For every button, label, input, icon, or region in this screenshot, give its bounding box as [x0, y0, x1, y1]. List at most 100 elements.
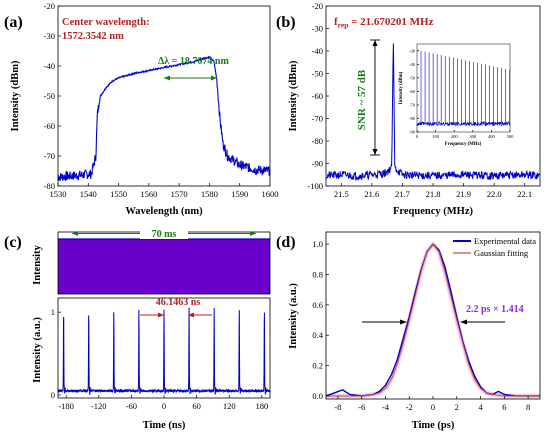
- panel-d-ytick-label-3: 0.6: [312, 300, 323, 310]
- panel-c-top-pulse-train: 70 ms Intensity: [32, 227, 271, 295]
- panel-b-snr-label: SNR ~ 57 dB: [356, 69, 368, 130]
- panel-a-xtick-label-2: 1550: [110, 189, 127, 199]
- panel-a-xtick-label-7: 1600: [262, 189, 279, 199]
- panel-b-snr-arrow: [370, 39, 380, 156]
- panel-d-xlabel: Time (ps): [412, 420, 455, 431]
- panel-b-inset-xtick-label-3: 300: [469, 134, 477, 139]
- panel-d-ytick-label-1: 0.2: [312, 361, 323, 371]
- panel-d-legend: Experimental data Gaussian fitting: [453, 236, 536, 258]
- panel-a-center-wavelength-value: 1572.3542 nm: [62, 31, 124, 42]
- panel-a-ytick-label-5: -30: [44, 31, 55, 41]
- panel-b-ytick-label-6: -40: [312, 46, 323, 56]
- panel-d-xtick-label-4: 0: [431, 402, 435, 412]
- panel-b-ytick-label-0: -100: [307, 181, 323, 191]
- panel-label-d: (d): [276, 234, 296, 251]
- panel-a-bandwidth-arrow: [164, 75, 217, 81]
- panel-b-inset-ytick-label-3: -60: [409, 89, 416, 94]
- panel-d-experimental-line: [325, 243, 540, 397]
- panel-c-bottom-xtick-label-1: -120: [91, 401, 107, 411]
- panel-c-bottom-pulses: -180 -120 -60 0 60 120 180 0 1 Time (ns) Intensi…: [32, 297, 271, 431]
- panel-a-ylabel: Intensity (dBm): [10, 60, 21, 131]
- panel-b-inset-xtick-label-0: 0: [416, 134, 419, 139]
- panel-b-xtick-label-4: 21.9: [456, 189, 471, 199]
- panel-a-ytick-label-4: -40: [44, 61, 55, 71]
- panel-a-ytick-label-1: -70: [44, 151, 55, 161]
- panel-a-spectrum-line: [57, 55, 271, 181]
- panel-c-bottom-xlabel: Time (ns): [143, 420, 186, 431]
- panel-d-xtick-label-1: -6: [358, 402, 365, 412]
- panel-b-inset-ytick-label-4: -50: [409, 75, 416, 80]
- panel-c-bottom-xtick-label-4: 60: [192, 401, 201, 411]
- panel-label-c: (c): [4, 234, 22, 251]
- panel-c-bottom-period-arrows: [140, 312, 212, 318]
- panel-b-frep-label: frep = 21.670201 MHz: [334, 16, 434, 30]
- panel-b-ytick-label-5: -50: [312, 69, 323, 79]
- panel-b-ytick-label-1: -90: [312, 159, 323, 169]
- panel-b-inset-ytick-label-6: -30: [409, 48, 416, 53]
- panel-d-autocorrelation: -8 -6 -4 -2 0 2 4 6 8 0.0 0.2 0.4 0.6 0.8 1.0 Time (ps…: [288, 231, 541, 431]
- panel-a-xtick-label-6: 1590: [231, 189, 248, 199]
- legend-label-gaussian: Gaussian fitting: [474, 248, 529, 258]
- panel-d-xtick-label-7: 6: [502, 402, 506, 412]
- panel-b-inset-xtick-label-4: 400: [488, 134, 496, 139]
- panel-b-inset-ytick-label-5: -40: [409, 62, 416, 67]
- panel-b-inset-xlabel: Frequency (MHz): [445, 142, 482, 147]
- panel-b-xtick-label-1: 21.6: [364, 189, 379, 199]
- panel-b-inset-xtick-label-5: 500: [507, 134, 515, 139]
- panel-b-inset-ytick-label-0: -90: [409, 130, 416, 135]
- panel-c-top-ylabel: Intensity: [32, 244, 43, 284]
- panel-c-top-span-label: 70 ms: [152, 229, 177, 240]
- panel-c-top-span-arrow: [72, 227, 256, 239]
- panel-d-ylabel: Intensity (a.u.): [288, 283, 299, 349]
- panel-c-top-filled-trace: [58, 239, 270, 294]
- panel-b-ytick-label-2: -80: [312, 136, 323, 146]
- panel-b-xtick-label-6: 22.1: [517, 189, 532, 199]
- panel-b-inset: 0 100 200 300 400 500 -90 -80 -70 -60 -50 -40 -30 Fr…: [399, 43, 515, 147]
- panel-b-ytick-label-4: -60: [312, 91, 323, 101]
- panel-a-spectrum: 1530 1540 1550 1560 1570 1580 1590 1600 -80 -70 -6…: [10, 1, 279, 217]
- panel-c-bottom-ytick-label-0: 0: [51, 390, 55, 400]
- panel-d-fwhm-arrows: [362, 319, 505, 325]
- legend-label-experimental: Experimental data: [474, 236, 536, 246]
- panel-a-xtick-label-3: 1560: [140, 189, 157, 199]
- panel-d-fit-glow: [326, 241, 540, 399]
- panel-d-fit-line: [326, 243, 540, 397]
- panel-d-xtick-label-5: 2: [455, 402, 459, 412]
- panel-b-ytick-label-7: -30: [312, 24, 323, 34]
- panel-b-inset-ytick-label-2: -70: [409, 103, 416, 108]
- panel-b-rf-spectrum: 21.5 21.6 21.7 21.8 21.9 22.0 22.1 -100 -90 -80 -7…: [288, 1, 541, 217]
- panel-b-inset-harmonics: [416, 50, 511, 127]
- panel-a-center-wavelength-label: Center wavelength:: [62, 17, 150, 28]
- panel-d-ytick-label-5: 1.0: [312, 239, 323, 249]
- panel-c-bottom-ylabel: Intensity (a.u.): [32, 317, 43, 383]
- panel-a-ytick-label-2: -60: [44, 121, 55, 131]
- panel-b-inset-xtick-label-1: 100: [432, 134, 440, 139]
- panel-label-a: (a): [4, 14, 23, 31]
- panel-b-xtick-label-2: 21.7: [395, 189, 410, 199]
- panel-b-xtick-label-0: 21.5: [334, 189, 349, 199]
- panel-a-ytick-label-3: -50: [44, 91, 55, 101]
- panel-b-xtick-label-3: 21.8: [426, 189, 441, 199]
- panel-b-xtick-label-5: 22.0: [487, 189, 502, 199]
- panel-a-xtick-label-4: 1570: [171, 189, 188, 199]
- panel-d-ytick-label-4: 0.8: [312, 270, 323, 280]
- panel-a-bandwidth-label: Δλ = 18.7074 nm: [158, 56, 229, 67]
- panel-b-ytick-label-3: -70: [312, 114, 323, 124]
- panel-d-fwhm-label: 2.2 ps × 1.414: [466, 304, 524, 315]
- panel-b-inset-ylabel: Intensity (dBm): [399, 71, 404, 104]
- panel-b-inset-xtick-label-2: 200: [451, 134, 459, 139]
- panel-b-xlabel: Frequency (MHz): [393, 206, 473, 217]
- panel-a-ytick-label-6: -20: [44, 1, 55, 11]
- panel-c-bottom-xtick-label-5: 120: [223, 401, 236, 411]
- panel-c-bottom-ytick-label-1: 1: [51, 307, 55, 317]
- panel-c-bottom-xtick-label-6: 180: [255, 401, 268, 411]
- panel-d-xtick-label-2: -4: [382, 402, 390, 412]
- panel-d-ytick-label-2: 0.4: [312, 330, 323, 340]
- panel-d-ytick-label-0: 0.0: [312, 391, 323, 401]
- panel-c-bottom-xtick-label-2: -60: [126, 401, 137, 411]
- panel-b-inset-ytick-label-1: -80: [409, 116, 416, 121]
- panel-a-xlabel: Wavelength (nm): [125, 206, 203, 217]
- panel-d-xtick-label-0: -8: [334, 402, 341, 412]
- panel-c-bottom-pulse-line: [57, 307, 271, 395]
